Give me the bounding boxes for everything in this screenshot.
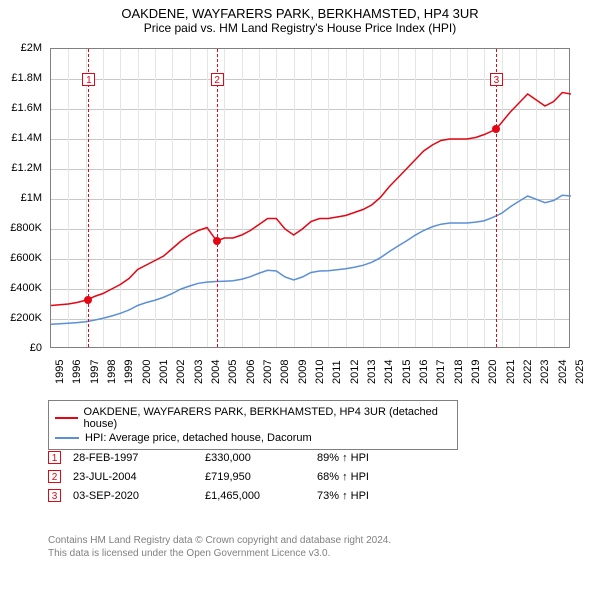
legend: OAKDENE, WAYFARERS PARK, BERKHAMSTED, HP… bbox=[48, 400, 458, 450]
x-tick-label: 2000 bbox=[141, 360, 153, 384]
y-tick-label: £1M bbox=[2, 192, 42, 204]
sales-price: £330,000 bbox=[205, 452, 305, 464]
x-tick-label: 2021 bbox=[505, 360, 517, 384]
y-tick-label: £200K bbox=[2, 312, 42, 324]
x-tick-label: 2005 bbox=[227, 360, 239, 384]
sales-row: 2 23-JUL-2004 £719,950 68% ↑ HPI bbox=[48, 467, 417, 486]
y-tick-label: £1.8M bbox=[2, 72, 42, 84]
marker-line-2 bbox=[217, 49, 218, 347]
y-tick-label: £1.6M bbox=[2, 102, 42, 114]
x-tick-label: 2007 bbox=[262, 360, 274, 384]
marker-dot-2 bbox=[213, 237, 221, 245]
x-tick-label: 2023 bbox=[539, 360, 551, 384]
x-tick-label: 2024 bbox=[557, 360, 569, 384]
x-tick-label: 2016 bbox=[418, 360, 430, 384]
y-tick-label: £1.4M bbox=[2, 132, 42, 144]
sales-pct: 73% ↑ HPI bbox=[317, 490, 417, 502]
y-tick-label: £2M bbox=[2, 42, 42, 54]
sales-marker-icon: 2 bbox=[48, 470, 61, 483]
line-series-svg bbox=[51, 49, 571, 349]
x-tick-label: 2012 bbox=[349, 360, 361, 384]
x-tick-label: 2003 bbox=[193, 360, 205, 384]
x-tick-label: 2001 bbox=[158, 360, 170, 384]
legend-label-property: OAKDENE, WAYFARERS PARK, BERKHAMSTED, HP… bbox=[84, 406, 451, 430]
marker-line-3 bbox=[496, 49, 497, 347]
x-tick-label: 2019 bbox=[470, 360, 482, 384]
x-tick-label: 1996 bbox=[71, 360, 83, 384]
chart-subtitle: Price paid vs. HM Land Registry's House … bbox=[0, 21, 600, 39]
sales-pct: 89% ↑ HPI bbox=[317, 452, 417, 464]
x-tick-label: 2013 bbox=[366, 360, 378, 384]
sales-row: 3 03-SEP-2020 £1,465,000 73% ↑ HPI bbox=[48, 486, 417, 505]
x-tick-label: 2022 bbox=[522, 360, 534, 384]
footer-line-2: This data is licensed under the Open Gov… bbox=[48, 547, 391, 560]
footer-line-1: Contains HM Land Registry data © Crown c… bbox=[48, 534, 391, 547]
sales-date: 28-FEB-1997 bbox=[73, 452, 193, 464]
x-tick-label: 2004 bbox=[210, 360, 222, 384]
marker-box-1: 1 bbox=[82, 73, 95, 86]
x-tick-label: 2008 bbox=[279, 360, 291, 384]
y-tick-label: £400K bbox=[2, 282, 42, 294]
x-tick-label: 1998 bbox=[106, 360, 118, 384]
legend-swatch-hpi bbox=[55, 437, 79, 439]
chart-container: OAKDENE, WAYFARERS PARK, BERKHAMSTED, HP… bbox=[0, 0, 600, 590]
marker-dot-3 bbox=[492, 125, 500, 133]
marker-dot-1 bbox=[84, 296, 92, 304]
x-tick-label: 2014 bbox=[383, 360, 395, 384]
y-tick-label: £1.2M bbox=[2, 162, 42, 174]
x-tick-label: 1995 bbox=[54, 360, 66, 384]
sales-date: 03-SEP-2020 bbox=[73, 490, 193, 502]
sales-pct: 68% ↑ HPI bbox=[317, 471, 417, 483]
legend-item-hpi: HPI: Average price, detached house, Daco… bbox=[55, 431, 451, 445]
x-tick-label: 2020 bbox=[487, 360, 499, 384]
x-tick-label: 2018 bbox=[453, 360, 465, 384]
series-hpi bbox=[51, 195, 571, 324]
x-tick-label: 2011 bbox=[331, 360, 343, 384]
sales-table: 1 28-FEB-1997 £330,000 89% ↑ HPI 2 23-JUL-200… bbox=[48, 448, 417, 505]
x-tick-label: 2017 bbox=[435, 360, 447, 384]
y-tick-label: £800K bbox=[2, 222, 42, 234]
x-tick-label: 2006 bbox=[245, 360, 257, 384]
y-tick-label: £0 bbox=[2, 342, 42, 354]
legend-label-hpi: HPI: Average price, detached house, Daco… bbox=[85, 432, 312, 444]
x-tick-label: 2010 bbox=[314, 360, 326, 384]
sales-marker-icon: 3 bbox=[48, 489, 61, 502]
chart-title: OAKDENE, WAYFARERS PARK, BERKHAMSTED, HP… bbox=[0, 0, 600, 21]
x-tick-label: 2002 bbox=[175, 360, 187, 384]
x-tick-label: 1997 bbox=[89, 360, 101, 384]
x-tick-label: 2025 bbox=[574, 360, 586, 384]
sales-date: 23-JUL-2004 bbox=[73, 471, 193, 483]
series-property bbox=[51, 93, 571, 306]
x-tick-label: 1999 bbox=[123, 360, 135, 384]
x-tick-label: 2015 bbox=[401, 360, 413, 384]
marker-box-3: 3 bbox=[490, 73, 503, 86]
legend-item-property: OAKDENE, WAYFARERS PARK, BERKHAMSTED, HP… bbox=[55, 405, 451, 431]
y-tick-label: £600K bbox=[2, 252, 42, 264]
footer: Contains HM Land Registry data © Crown c… bbox=[48, 534, 391, 560]
sales-price: £719,950 bbox=[205, 471, 305, 483]
x-tick-label: 2009 bbox=[297, 360, 309, 384]
sales-row: 1 28-FEB-1997 £330,000 89% ↑ HPI bbox=[48, 448, 417, 467]
sales-marker-icon: 1 bbox=[48, 451, 61, 464]
legend-swatch-property bbox=[55, 417, 78, 419]
plot-area: 1 2 3 bbox=[50, 48, 570, 348]
sales-price: £1,465,000 bbox=[205, 490, 305, 502]
marker-box-2: 2 bbox=[211, 73, 224, 86]
